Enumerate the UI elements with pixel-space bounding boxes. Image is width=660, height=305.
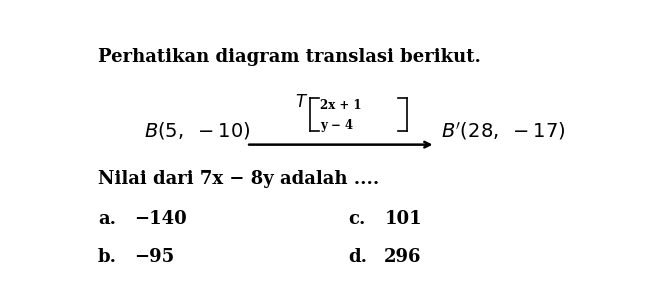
Text: c.: c. xyxy=(348,210,366,228)
Text: −95: −95 xyxy=(133,248,174,266)
Text: d.: d. xyxy=(348,248,368,266)
Text: a.: a. xyxy=(98,210,116,228)
Text: $\mathit{B}'(28,\ -17)$: $\mathit{B}'(28,\ -17)$ xyxy=(441,120,565,142)
Text: 2x + 1: 2x + 1 xyxy=(320,99,362,112)
Text: y − 4: y − 4 xyxy=(320,119,354,132)
Text: 296: 296 xyxy=(384,248,422,266)
Text: b.: b. xyxy=(98,248,117,266)
Text: $\mathit{T}$: $\mathit{T}$ xyxy=(295,94,308,111)
Text: −140: −140 xyxy=(133,210,186,228)
Text: Perhatikan diagram translasi berikut.: Perhatikan diagram translasi berikut. xyxy=(98,48,480,66)
Text: 101: 101 xyxy=(384,210,422,228)
Text: $\mathit{B}(5,\ -10)$: $\mathit{B}(5,\ -10)$ xyxy=(144,120,250,141)
Text: Nilai dari 7x − 8y adalah ....: Nilai dari 7x − 8y adalah .... xyxy=(98,170,379,188)
